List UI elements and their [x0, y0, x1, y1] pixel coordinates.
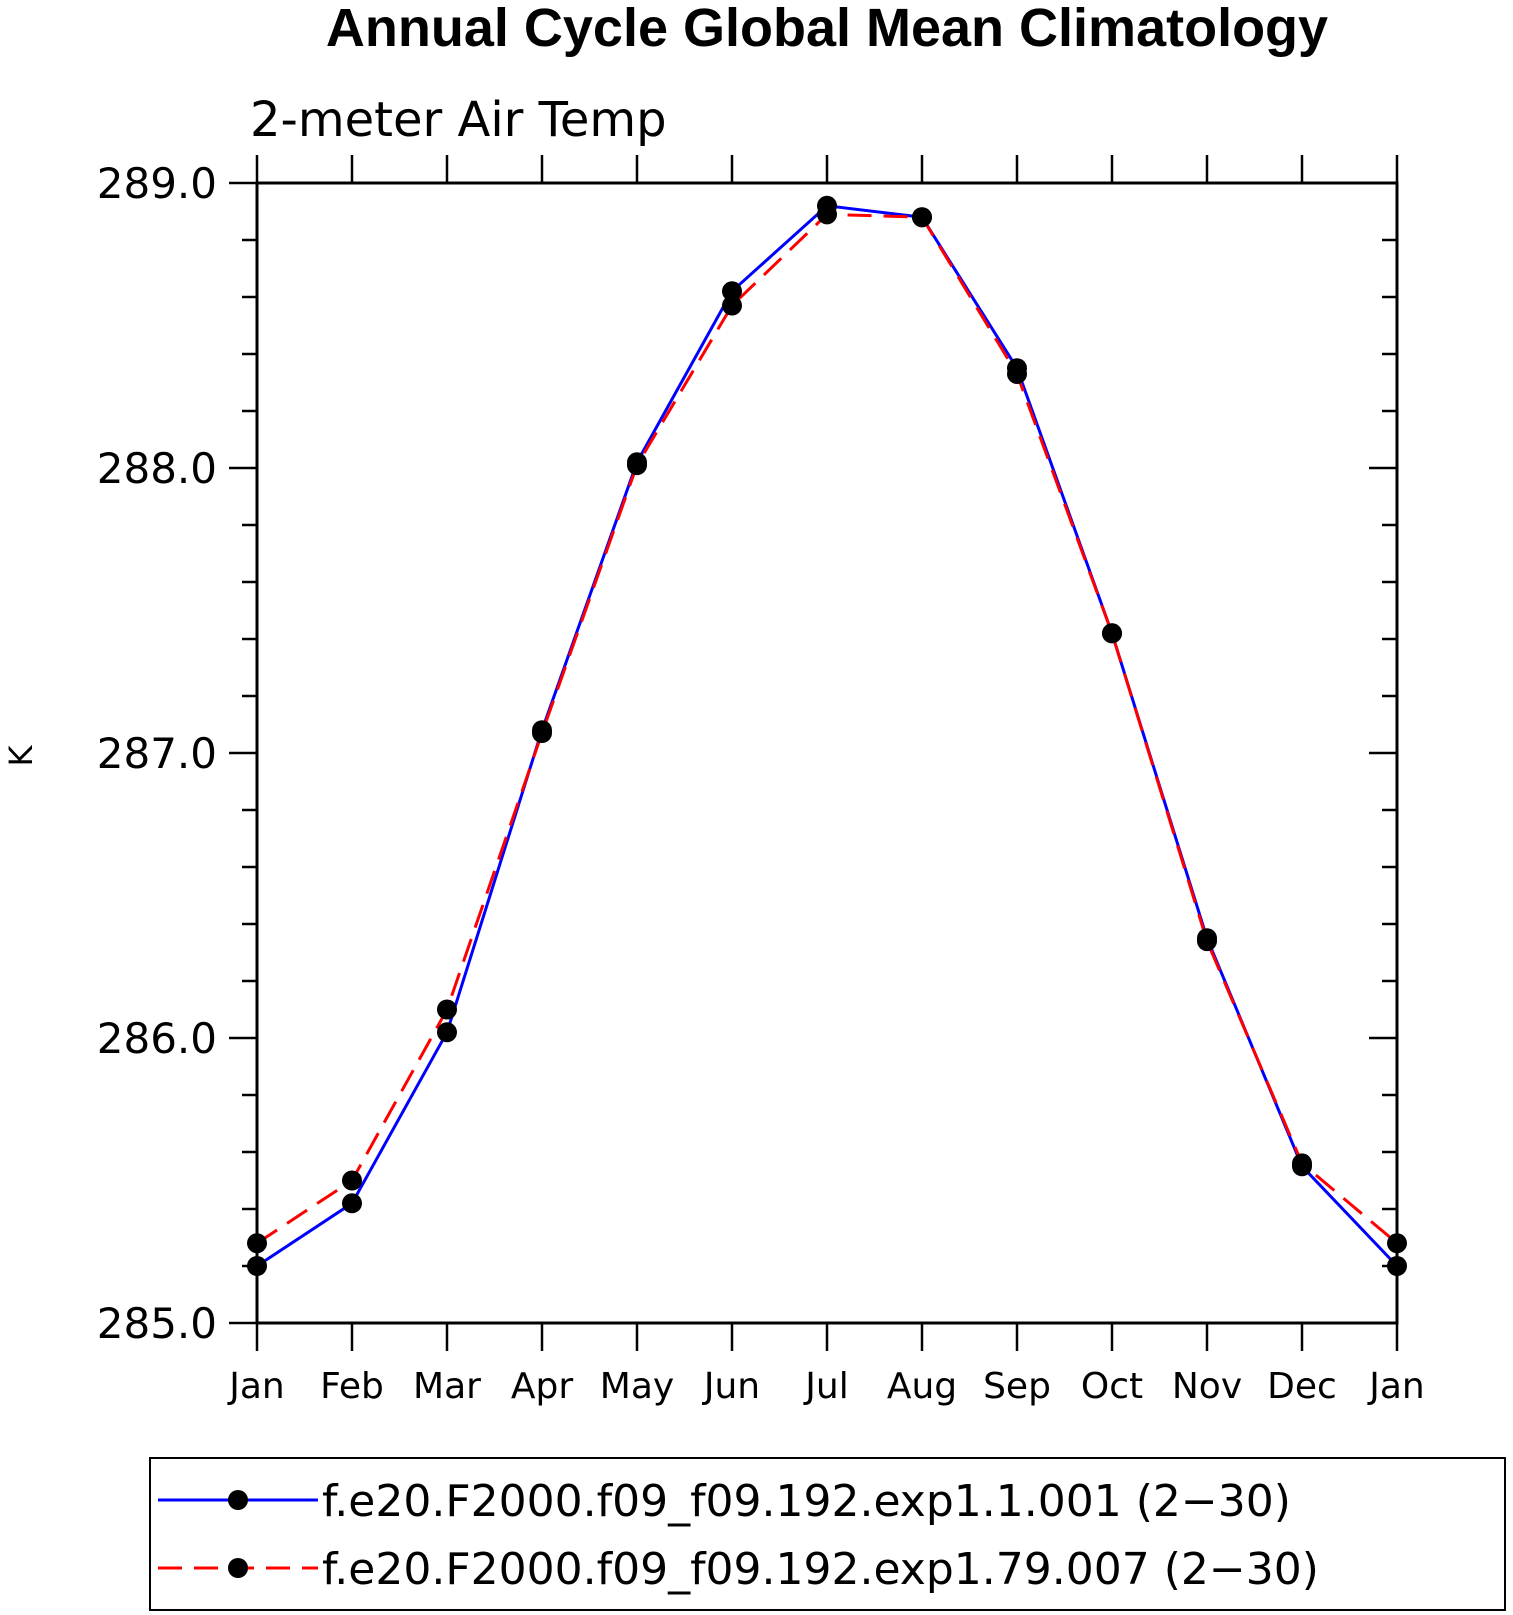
data-point-series-2: [437, 999, 457, 1020]
data-point-series-2: [532, 723, 552, 744]
data-point-series-2: [342, 1170, 362, 1191]
x-tick-label: Sep: [983, 1366, 1051, 1407]
x-tick-label: Nov: [1172, 1366, 1242, 1407]
data-point-series-2: [912, 207, 932, 228]
x-tick-label: Jan: [1367, 1366, 1425, 1407]
x-tick-label: Aug: [887, 1366, 957, 1407]
x-tick-label: Apr: [511, 1366, 573, 1407]
data-point-series-2: [1102, 623, 1122, 644]
data-point-series-2: [722, 295, 742, 316]
y-tick-label: 287.0: [97, 729, 217, 778]
data-point-series-1: [247, 1256, 267, 1276]
data-point-series-2: [1292, 1153, 1312, 1174]
y-tick-labels: 285.0 286.0 287.0 288.0 289.0: [97, 159, 217, 1348]
series-line-2: [256, 212, 1398, 1245]
x-tick-label: Feb: [320, 1366, 384, 1407]
series-points: [247, 195, 1407, 1276]
y-tick-label: 289.0: [97, 159, 217, 208]
legend-label-2: f.e20.F2000.f09_f09.192.exp1.79.007 (2−3…: [322, 1544, 1319, 1595]
series-lines: [256, 204, 1399, 1268]
x-tick-label: Dec: [1267, 1366, 1337, 1407]
data-point-series-2: [1007, 363, 1027, 384]
x-tick-label: Jun: [702, 1366, 760, 1407]
chart-subtitle: 2-meter Air Temp: [250, 92, 667, 148]
y-tick-label: 286.0: [97, 1014, 217, 1063]
legend-label-1: f.e20.F2000.f09_f09.192.exp1.1.001 (2−30…: [322, 1476, 1291, 1527]
data-point-series-2: [627, 455, 647, 476]
data-point-series-1: [437, 1022, 457, 1043]
chart-title: Annual Cycle Global Mean Climatology: [326, 0, 1328, 58]
data-point-series-1: [722, 281, 742, 302]
y-tick-label: 288.0: [97, 444, 217, 493]
data-point-series-2: [1387, 1233, 1407, 1254]
legend-marker-1: [228, 1490, 248, 1510]
y-axis-label: K: [2, 744, 40, 766]
x-tick-label: Jul: [803, 1366, 848, 1407]
y-tick-label: 285.0: [97, 1299, 217, 1348]
data-point-series-1: [1387, 1256, 1407, 1276]
data-point-series-2: [817, 204, 837, 225]
x-tick-label: Jan: [227, 1366, 285, 1407]
plot-frame: [255, 181, 1399, 1325]
data-point-series-2: [247, 1233, 267, 1254]
data-point-series-1: [342, 1193, 362, 1214]
series-line-1: [256, 204, 1399, 1268]
legend: f.e20.F2000.f09_f09.192.exp1.1.001 (2−30…: [158, 1476, 1319, 1595]
legend-box: [149, 1457, 1506, 1611]
x-tick-label: Oct: [1081, 1366, 1143, 1407]
axis-ticks: [229, 155, 1399, 1351]
x-tick-labels: Jan Feb Mar Apr May Jun Jul Aug Sep Oct Nov Dec Jan: [227, 1366, 1425, 1407]
x-tick-label: Mar: [413, 1366, 481, 1407]
x-tick-label: May: [600, 1366, 674, 1407]
legend-marker-2: [228, 1558, 248, 1578]
data-point-series-2: [1197, 931, 1217, 952]
